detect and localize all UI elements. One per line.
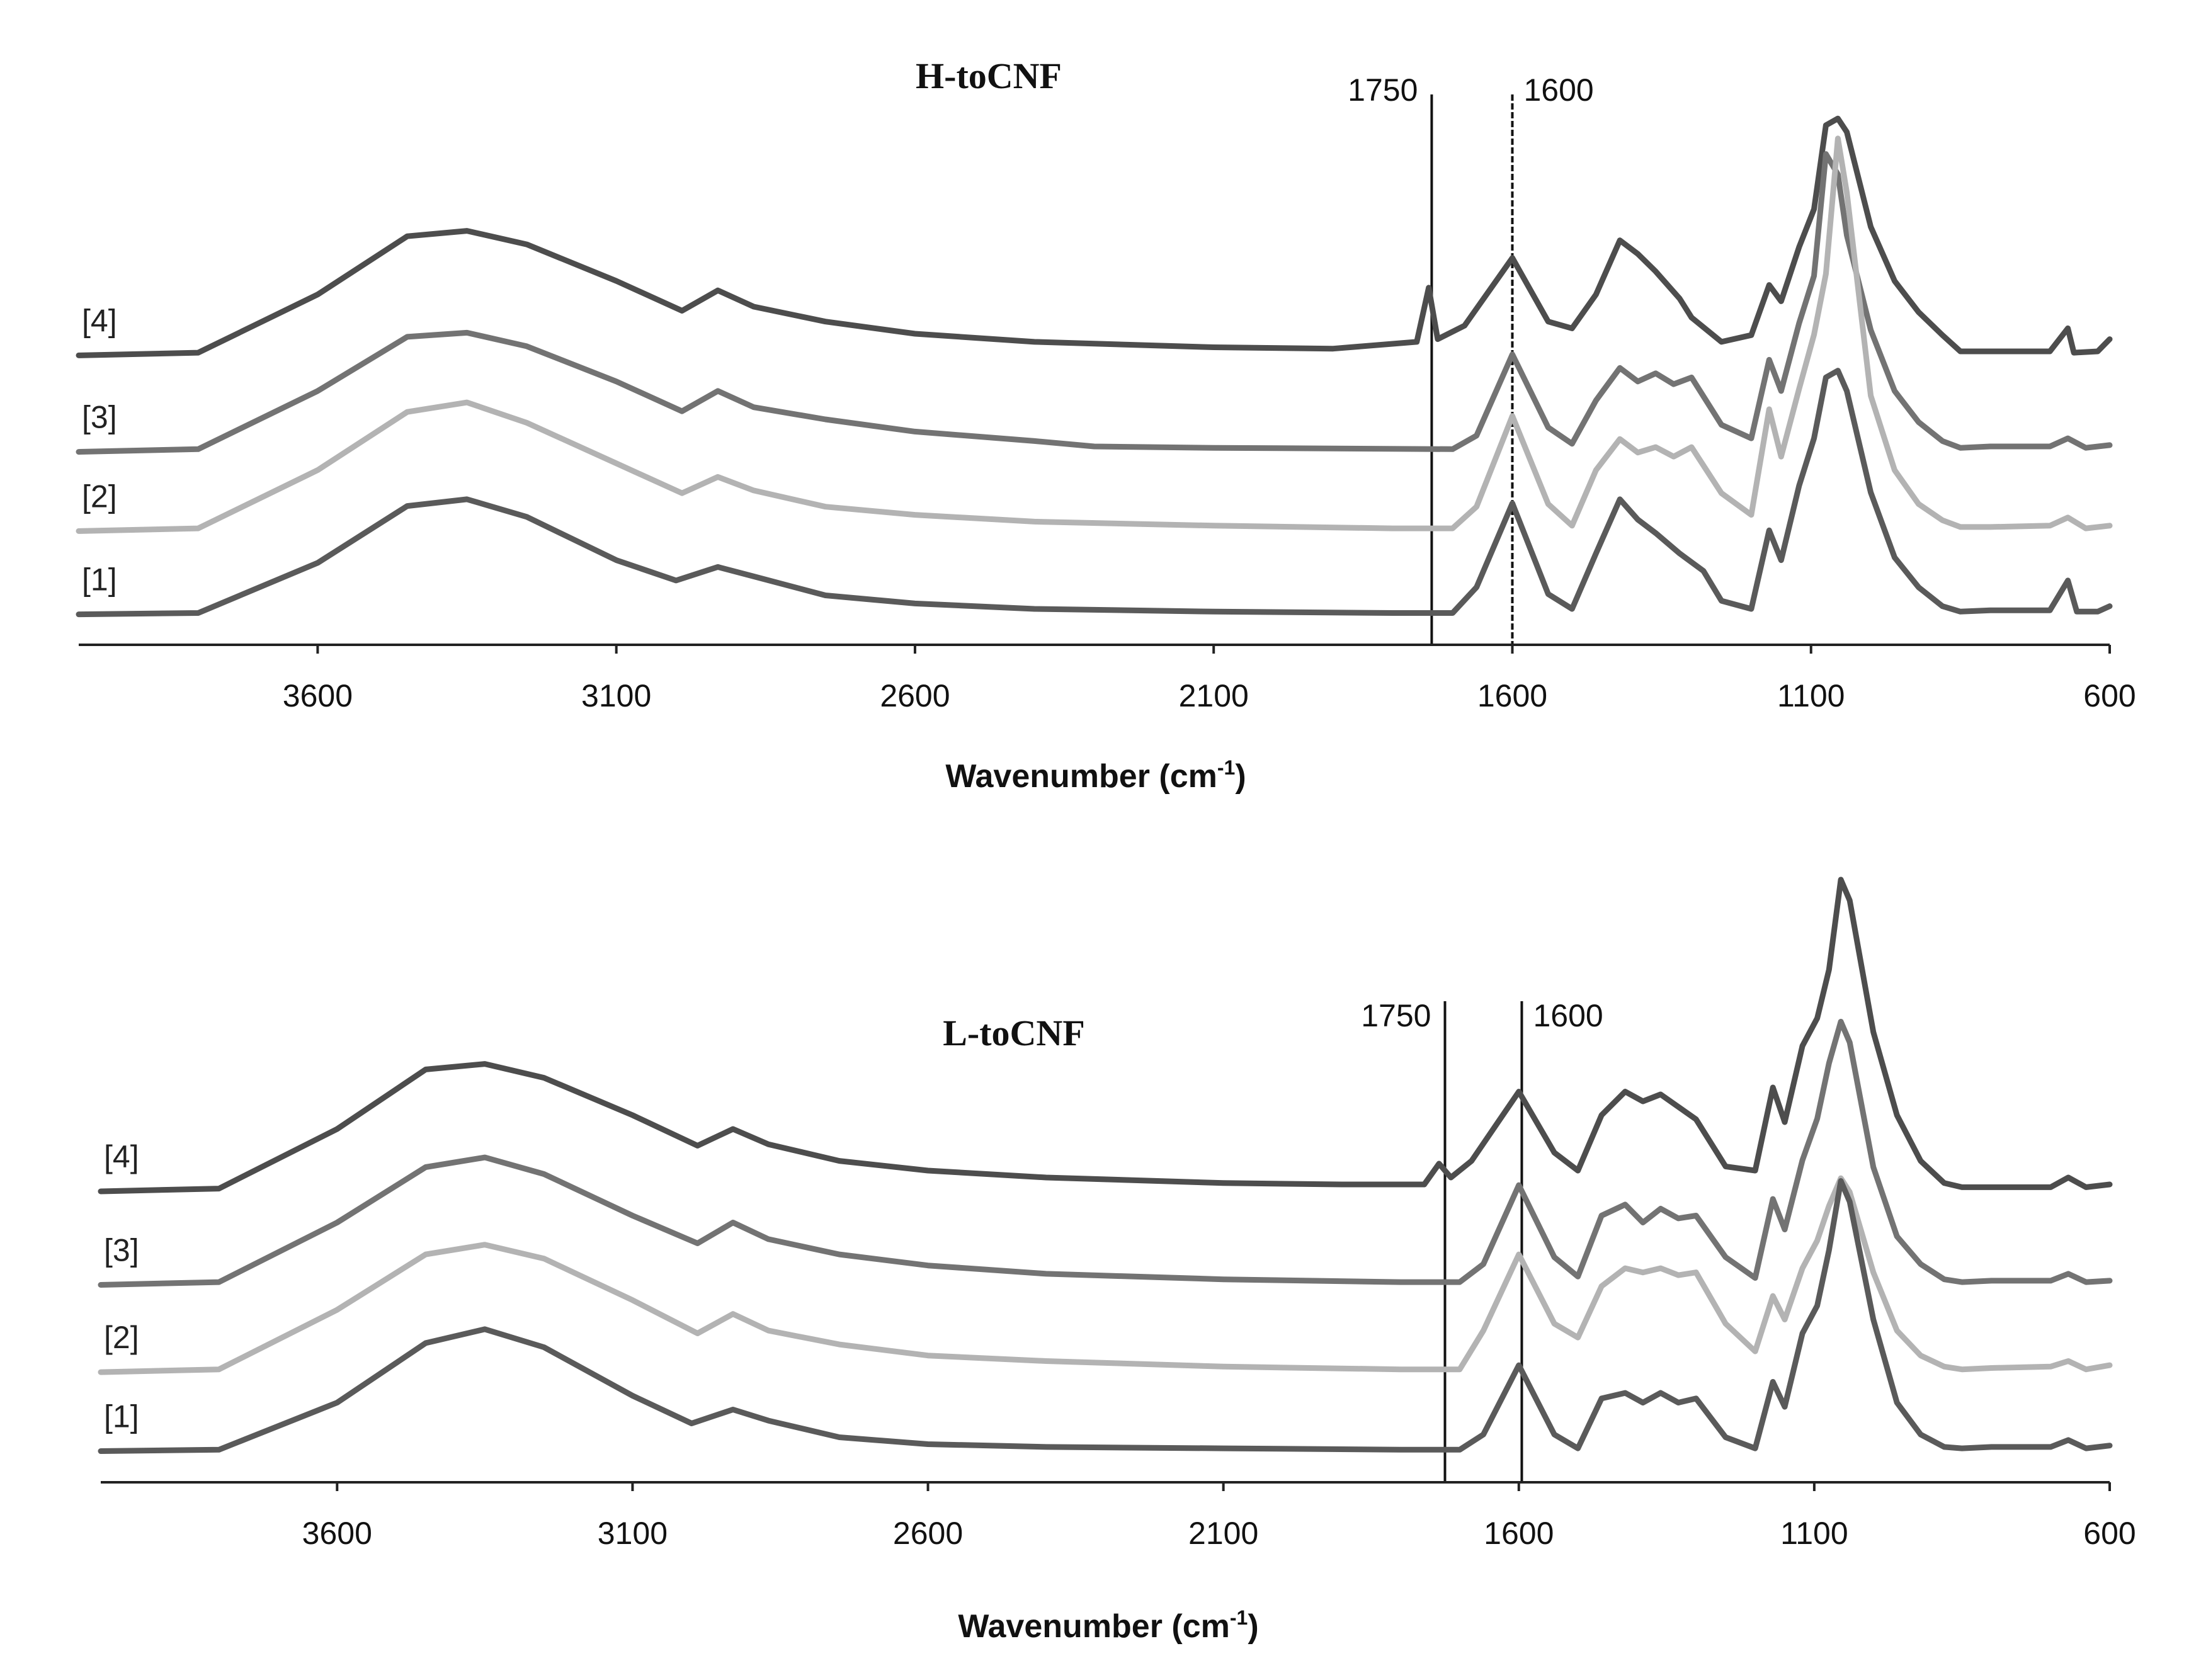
- x-tick-label-2100: 2100: [1188, 1516, 1258, 1551]
- x-ticks: 3600 3100 2600 2100 1600 1100 600: [283, 645, 2136, 713]
- reference-label-1750: 1750: [1361, 998, 1431, 1033]
- x-tick-label-2600: 2600: [880, 678, 950, 713]
- spectrum-label-3: [3]: [104, 1233, 139, 1268]
- spectrum-1: [76, 368, 2113, 618]
- spectra-group: [98, 877, 2113, 1454]
- x-tick-label-1100: 1100: [1777, 678, 1845, 713]
- panel-l-tocnf: L-toCNF 1750 1600 [4] [3] [2] [1] 3600 3100 26…: [98, 877, 2136, 1645]
- spectrum-label-4: [4]: [82, 303, 117, 338]
- spectrum-labels: [4] [3] [2] [1]: [82, 303, 117, 597]
- spectrum-1: [98, 1178, 2113, 1454]
- x-axis-title: Wavenumber (cm-1): [945, 756, 1246, 795]
- panel-h-tocnf: H-toCNF 1750 1600 [4] [3] [2] [1] 3600 3100 26…: [76, 55, 2136, 795]
- spectrum-label-4: [4]: [104, 1139, 139, 1174]
- x-tick-label-3600: 3600: [283, 678, 353, 713]
- spectrum-2: [98, 1175, 2113, 1375]
- panel-title: H-toCNF: [916, 55, 1062, 96]
- x-ticks: 3600 3100 2600 2100 1600 1100 600: [302, 1482, 2136, 1551]
- spectrum-labels: [4] [3] [2] [1]: [104, 1139, 139, 1434]
- x-tick-label-3600: 3600: [302, 1516, 372, 1551]
- panel-title: L-toCNF: [943, 1013, 1085, 1053]
- x-tick-label-3100: 3100: [598, 1516, 668, 1551]
- x-tick-label-600: 600: [2083, 1516, 2136, 1551]
- x-tick-label-2100: 2100: [1179, 678, 1249, 713]
- spectrum-label-2: [2]: [104, 1320, 139, 1355]
- spectrum-4: [76, 115, 2113, 358]
- x-tick-label-2600: 2600: [893, 1516, 963, 1551]
- reference-label-1600: 1600: [1523, 72, 1593, 108]
- x-axis-title: Wavenumber (cm-1): [958, 1606, 1258, 1645]
- spectrum-label-1: [1]: [104, 1399, 139, 1434]
- reference-lines: 1750 1600: [1361, 998, 1603, 1482]
- spectra-group: [76, 115, 2113, 618]
- reference-lines: 1750 1600: [1348, 72, 1594, 645]
- spectrum-4: [98, 877, 2113, 1195]
- x-tick-label-1600: 1600: [1477, 678, 1547, 713]
- spectrum-label-3: [3]: [82, 400, 117, 435]
- spectrum-2: [76, 135, 2113, 534]
- spectrum-3: [76, 151, 2113, 455]
- spectrum-label-2: [2]: [82, 479, 117, 514]
- spectrum-label-1: [1]: [82, 562, 117, 598]
- x-tick-label-1600: 1600: [1484, 1516, 1554, 1551]
- reference-label-1750: 1750: [1348, 72, 1418, 108]
- spectrum-3: [98, 1019, 2113, 1288]
- x-tick-label-3100: 3100: [581, 678, 651, 713]
- reference-label-1600: 1600: [1533, 998, 1603, 1033]
- x-tick-label-1100: 1100: [1780, 1516, 1848, 1551]
- x-tick-label-600: 600: [2083, 678, 2136, 713]
